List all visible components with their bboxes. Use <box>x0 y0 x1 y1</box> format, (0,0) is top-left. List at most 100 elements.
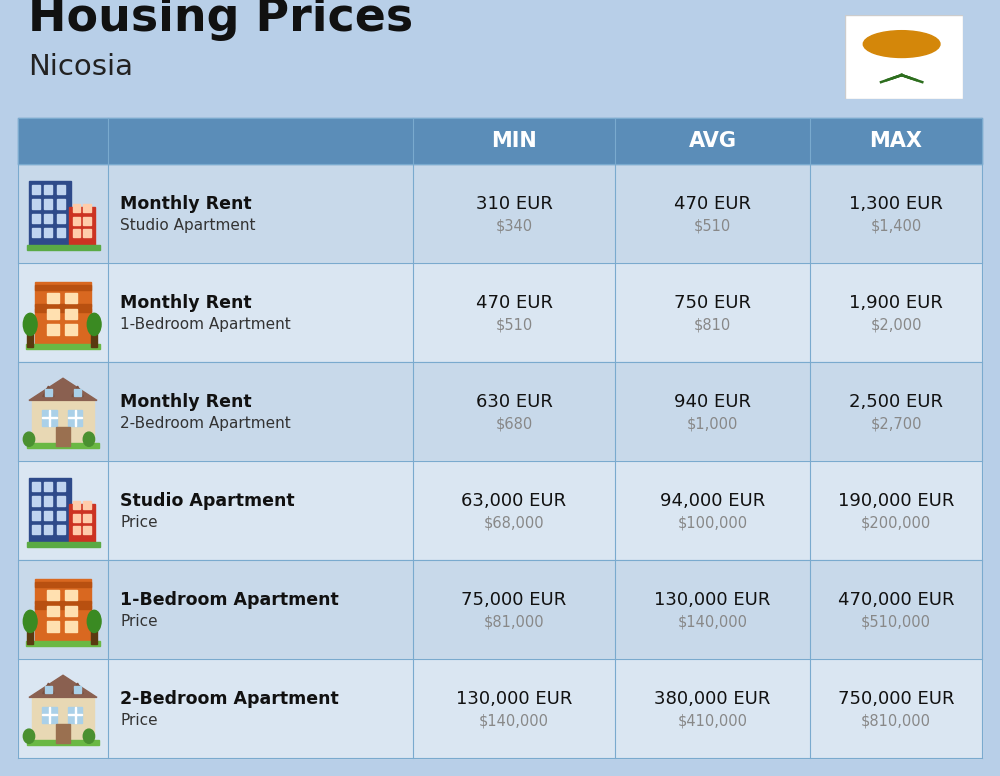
Bar <box>44 525 52 534</box>
Bar <box>45 686 52 693</box>
Bar <box>83 501 91 509</box>
Text: MAX: MAX <box>870 131 922 151</box>
Bar <box>69 207 95 248</box>
Bar <box>73 217 80 224</box>
Text: 750 EUR: 750 EUR <box>674 293 751 312</box>
Text: $810,000: $810,000 <box>861 714 931 729</box>
Bar <box>56 427 70 446</box>
Bar <box>73 230 80 237</box>
Text: $340: $340 <box>495 219 533 234</box>
Bar <box>47 324 59 334</box>
Bar <box>83 514 91 521</box>
Text: 1-Bedroom Apartment: 1-Bedroom Apartment <box>120 591 339 608</box>
Bar <box>42 707 57 722</box>
Bar <box>57 199 65 209</box>
Bar <box>18 461 982 560</box>
Text: $68,000: $68,000 <box>484 516 544 531</box>
Bar <box>18 118 982 164</box>
Bar <box>32 496 40 506</box>
Bar <box>83 230 91 237</box>
Bar <box>57 496 65 506</box>
Text: Nicosia: Nicosia <box>28 53 133 81</box>
Ellipse shape <box>87 610 101 632</box>
Bar <box>45 390 52 396</box>
Text: $200,000: $200,000 <box>861 516 931 531</box>
Ellipse shape <box>863 31 940 57</box>
Bar <box>44 185 52 195</box>
Bar <box>26 345 100 349</box>
Text: 470 EUR: 470 EUR <box>476 293 552 312</box>
Bar <box>32 482 40 491</box>
Text: 380,000 EUR: 380,000 EUR <box>654 690 771 708</box>
Bar <box>35 582 91 587</box>
Ellipse shape <box>83 432 95 446</box>
Bar <box>32 698 94 743</box>
Bar <box>69 504 95 546</box>
Bar <box>65 293 77 303</box>
Ellipse shape <box>23 729 35 743</box>
Bar <box>27 542 100 547</box>
Bar <box>35 605 91 608</box>
Bar <box>44 199 52 209</box>
Text: Studio Apartment: Studio Apartment <box>120 492 295 510</box>
Bar <box>91 625 97 644</box>
Bar <box>32 228 40 237</box>
Bar <box>32 185 40 195</box>
Bar <box>35 282 91 348</box>
Bar <box>42 417 57 418</box>
Text: 75,000 EUR: 75,000 EUR <box>461 591 567 608</box>
Bar <box>44 496 52 506</box>
Ellipse shape <box>23 432 35 446</box>
Bar <box>29 181 71 248</box>
Polygon shape <box>43 386 54 397</box>
Bar <box>18 560 982 659</box>
Bar <box>73 514 80 521</box>
Bar <box>35 303 91 307</box>
Text: $100,000: $100,000 <box>677 516 748 531</box>
Bar <box>27 327 33 348</box>
Text: 630 EUR: 630 EUR <box>476 393 552 411</box>
Bar <box>44 213 52 223</box>
Bar <box>32 400 94 446</box>
Text: Price: Price <box>120 713 158 728</box>
Text: $81,000: $81,000 <box>484 615 544 630</box>
Bar <box>65 622 77 632</box>
Bar <box>35 285 91 290</box>
Bar <box>18 362 982 461</box>
Bar <box>27 740 99 745</box>
Bar <box>57 511 65 520</box>
Bar <box>47 309 59 319</box>
Text: $510: $510 <box>495 318 533 333</box>
Bar <box>18 164 982 263</box>
Text: 470,000 EUR: 470,000 EUR <box>838 591 954 608</box>
Bar <box>57 525 65 534</box>
Text: 750,000 EUR: 750,000 EUR <box>838 690 954 708</box>
Text: $510,000: $510,000 <box>861 615 931 630</box>
Text: Price: Price <box>120 515 158 530</box>
Bar <box>68 410 82 426</box>
Text: $510: $510 <box>694 219 731 234</box>
Text: 1-Bedroom Apartment: 1-Bedroom Apartment <box>120 317 291 332</box>
Text: $410,000: $410,000 <box>678 714 748 729</box>
Bar <box>73 204 80 212</box>
Text: 130,000 EUR: 130,000 EUR <box>654 591 771 608</box>
Bar <box>44 228 52 237</box>
Text: 1,300 EUR: 1,300 EUR <box>849 195 943 213</box>
Bar <box>27 245 100 250</box>
Text: 1,900 EUR: 1,900 EUR <box>849 293 943 312</box>
Text: 63,000 EUR: 63,000 EUR <box>461 492 567 510</box>
Text: 190,000 EUR: 190,000 EUR <box>838 492 954 510</box>
Text: AVG: AVG <box>688 131 736 151</box>
Bar <box>83 217 91 224</box>
Bar <box>83 526 91 534</box>
Text: $140,000: $140,000 <box>479 714 549 729</box>
Bar <box>83 204 91 212</box>
Bar <box>65 605 77 616</box>
Text: Housing Prices: Housing Prices <box>28 0 413 41</box>
Text: $1,400: $1,400 <box>870 219 922 234</box>
Text: $810: $810 <box>694 318 731 333</box>
Text: 310 EUR: 310 EUR <box>476 195 552 213</box>
Bar <box>65 590 77 600</box>
Text: $1,000: $1,000 <box>687 417 738 432</box>
Bar <box>74 390 81 396</box>
